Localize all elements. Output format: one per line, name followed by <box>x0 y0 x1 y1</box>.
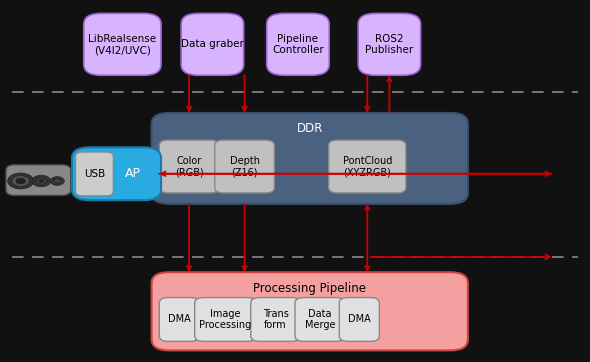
FancyBboxPatch shape <box>152 272 468 350</box>
FancyBboxPatch shape <box>295 298 345 341</box>
FancyBboxPatch shape <box>215 140 274 193</box>
FancyBboxPatch shape <box>84 13 161 75</box>
Text: DMA: DMA <box>348 315 371 324</box>
Text: Color
(RGB): Color (RGB) <box>175 156 204 177</box>
FancyBboxPatch shape <box>251 298 300 341</box>
Circle shape <box>12 176 30 186</box>
Text: AP: AP <box>124 167 140 180</box>
Circle shape <box>16 178 25 184</box>
FancyBboxPatch shape <box>76 152 113 196</box>
Text: Data graber: Data graber <box>181 39 244 49</box>
Text: USB: USB <box>84 169 105 179</box>
Circle shape <box>50 177 64 185</box>
FancyBboxPatch shape <box>358 13 421 75</box>
Text: PontCloud
(XYZRGB): PontCloud (XYZRGB) <box>343 156 392 177</box>
Text: Trans
form: Trans form <box>263 309 289 330</box>
Text: Processing Pipeline: Processing Pipeline <box>253 282 366 295</box>
FancyBboxPatch shape <box>329 140 406 193</box>
FancyBboxPatch shape <box>181 13 244 75</box>
FancyBboxPatch shape <box>152 113 468 204</box>
Text: ROS2
Publisher: ROS2 Publisher <box>365 34 414 55</box>
Text: DDR: DDR <box>297 122 323 135</box>
Text: LibRealsense
(V4I2/UVC): LibRealsense (V4I2/UVC) <box>88 34 156 55</box>
Text: Data
Merge: Data Merge <box>304 309 335 330</box>
FancyBboxPatch shape <box>267 13 329 75</box>
Circle shape <box>39 180 44 182</box>
Text: Image
Processing: Image Processing <box>199 309 251 330</box>
Text: Pipeline
Controller: Pipeline Controller <box>272 34 324 55</box>
Text: DMA: DMA <box>168 315 191 324</box>
FancyBboxPatch shape <box>72 147 161 200</box>
FancyBboxPatch shape <box>339 298 379 341</box>
FancyBboxPatch shape <box>6 165 71 195</box>
FancyBboxPatch shape <box>159 298 199 341</box>
FancyBboxPatch shape <box>159 140 219 193</box>
FancyBboxPatch shape <box>195 298 256 341</box>
Circle shape <box>32 175 51 187</box>
Circle shape <box>8 173 34 189</box>
Text: Depth
(Z16): Depth (Z16) <box>230 156 260 177</box>
Circle shape <box>54 179 61 183</box>
Circle shape <box>36 178 47 184</box>
